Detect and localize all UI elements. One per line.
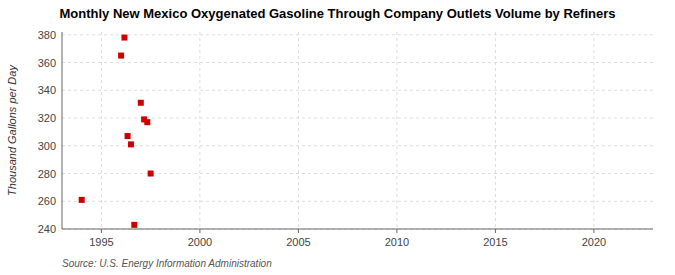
y-tick-label: 320: [38, 112, 56, 124]
y-grid-line: [62, 145, 653, 146]
chart: 240 260 280 300 320 340 360 380 1995 2000 2005 2010…: [0, 0, 675, 275]
x-grid-line: [298, 32, 299, 229]
y-grid-line: [62, 34, 653, 35]
y-grid-line: [62, 229, 653, 230]
y-axis-label: Thousand Gallons per Day: [6, 64, 18, 196]
point: [121, 35, 127, 41]
x-tick: [495, 229, 496, 233]
x-tick: [199, 229, 200, 233]
x-tick-label: 1995: [89, 236, 113, 248]
y-grid-line: [62, 118, 653, 119]
x-tick: [593, 229, 594, 233]
y-axis-line: [62, 32, 63, 229]
point: [125, 133, 131, 139]
y-tick-label: 260: [38, 195, 56, 207]
x-grid-line: [101, 32, 102, 229]
y-grid-line: [62, 201, 653, 202]
point: [131, 222, 137, 228]
y-tick-label: 240: [38, 223, 56, 235]
y-tick-label: 360: [38, 57, 56, 69]
x-tick-label: 2020: [582, 236, 606, 248]
point: [128, 141, 134, 147]
x-tick-label: 2010: [385, 236, 409, 248]
point: [138, 100, 144, 106]
y-grid-line: [62, 62, 653, 63]
x-tick: [396, 229, 397, 233]
points: [79, 35, 154, 228]
y-grid-line: [62, 90, 653, 91]
x-tick-label: 2015: [483, 236, 507, 248]
chart-container: 240 260 280 300 320 340 360 380 1995 2000 2005 2010…: [0, 0, 675, 275]
grid: [62, 32, 653, 229]
y-tick-label: 300: [38, 140, 56, 152]
x-grid-line: [396, 32, 397, 229]
x-tick-label: 2000: [188, 236, 212, 248]
x-axis-line: [62, 229, 653, 230]
point: [79, 197, 85, 203]
x-grid-line: [495, 32, 496, 229]
y-tick-label: 280: [38, 168, 56, 180]
y-tick-label: 340: [38, 84, 56, 96]
x-tick: [101, 229, 102, 233]
y-tick-label: 380: [38, 29, 56, 41]
point: [148, 171, 154, 177]
x-grid-line: [199, 32, 200, 229]
title: Monthly New Mexico Oxygenated Gasoline T…: [60, 6, 616, 21]
x-grid-line: [593, 32, 594, 229]
x-tick-label: 2005: [286, 236, 310, 248]
source-note: Source: U.S. Energy Information Administ…: [62, 258, 272, 269]
point: [144, 119, 150, 125]
point: [118, 53, 124, 59]
x-tick: [298, 229, 299, 233]
